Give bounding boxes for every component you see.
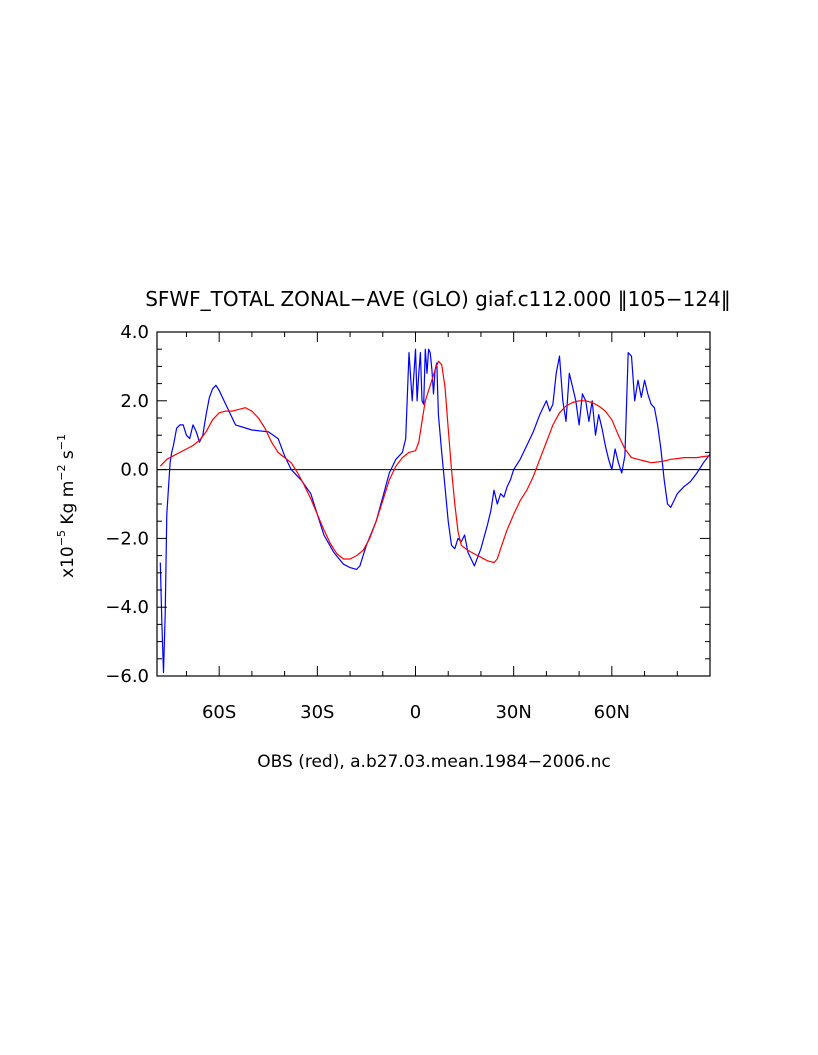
x-tick-label: 30S [300,702,334,723]
x-tick-label: 60S [202,702,236,723]
series-line-obs [159,360,710,564]
chart-title: SFWF_TOTAL ZONAL−AVE (GLO) giaf.c112.000… [145,287,731,311]
series-line-model [159,348,710,674]
x-tick-labels: 60S 30S 0 30N 60N [202,702,630,723]
x-tick-label: 60N [594,702,630,723]
y-tick-label: 0.0 [120,460,149,481]
y-axis-label: x10−5 Kg m−2 s−1 [55,434,78,578]
y-tick-label: 2.0 [120,391,149,412]
x-tick-label: 0 [410,702,421,723]
axes-layer [156,331,711,677]
x-tick-label: 30N [495,702,531,723]
y-tick-label: −6.0 [105,666,149,687]
y-tick-label: −4.0 [105,597,149,618]
y-tick-labels: −6.0 −4.0 −2.0 0.0 2.0 4.0 [105,322,149,687]
y-tick-label: −2.0 [105,528,149,549]
series-layer [159,348,710,674]
chart-caption: OBS (red), a.b27.03.mean.1984−2006.nc [257,752,610,772]
y-tick-label: 4.0 [120,322,149,343]
